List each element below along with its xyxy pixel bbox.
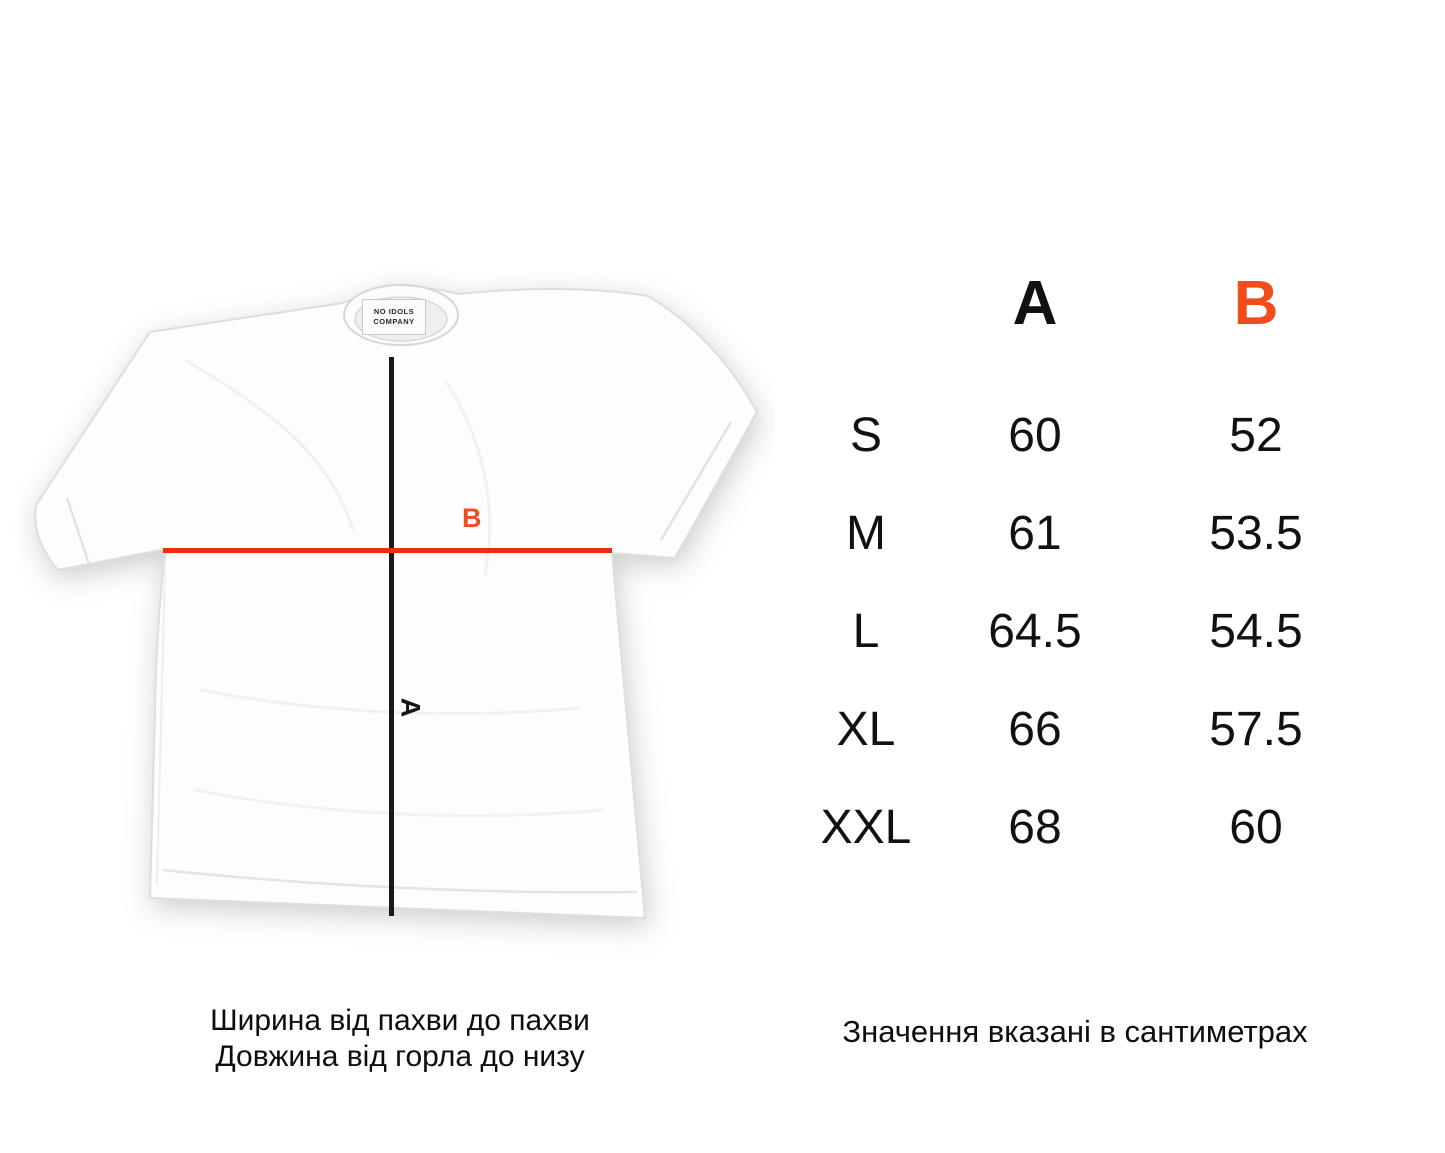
size-label-s: S — [849, 409, 882, 462]
tshirt-photo — [34, 284, 758, 919]
size-label-m: M — [846, 507, 886, 560]
value-a-s: 60 — [1008, 409, 1062, 462]
length-measurement-line — [389, 357, 394, 916]
value-b-xl: 57.5 — [1209, 703, 1303, 756]
value-b-s: 52 — [1229, 409, 1283, 462]
value-a-xl: 66 — [1008, 703, 1062, 756]
value-b-m: 53.5 — [1209, 507, 1303, 560]
collar-tag-line1: NO IDOLS — [373, 306, 415, 316]
measurement-caption-length: Довжина від горла до низу — [215, 1040, 585, 1073]
width-line-label: B — [462, 503, 482, 533]
value-a-l: 64.5 — [988, 605, 1082, 658]
units-note: Значення вказані в сантиметрах — [842, 1014, 1308, 1049]
size-label-l: L — [852, 605, 880, 658]
collar-brand-tag: NO IDOLS COMPANY — [362, 299, 426, 335]
value-a-m: 61 — [1008, 507, 1062, 560]
value-b-l: 54.5 — [1209, 605, 1303, 658]
table-header-a: A — [1012, 269, 1058, 338]
measurement-caption-width: Ширина від пахви до пахви — [210, 1004, 590, 1037]
measurement-caption: Ширина від пахви до пахви Довжина від го… — [165, 1003, 635, 1075]
width-measurement-line — [163, 548, 612, 553]
value-a-xxl: 68 — [1008, 801, 1062, 854]
table-header-b: B — [1233, 269, 1279, 338]
collar-tag-line2: COMPANY — [373, 317, 415, 326]
size-label-xl: XL — [836, 703, 896, 756]
size-label-xxl: XXL — [820, 801, 912, 854]
value-b-xxl: 60 — [1229, 801, 1283, 854]
length-line-label: A — [395, 697, 426, 718]
